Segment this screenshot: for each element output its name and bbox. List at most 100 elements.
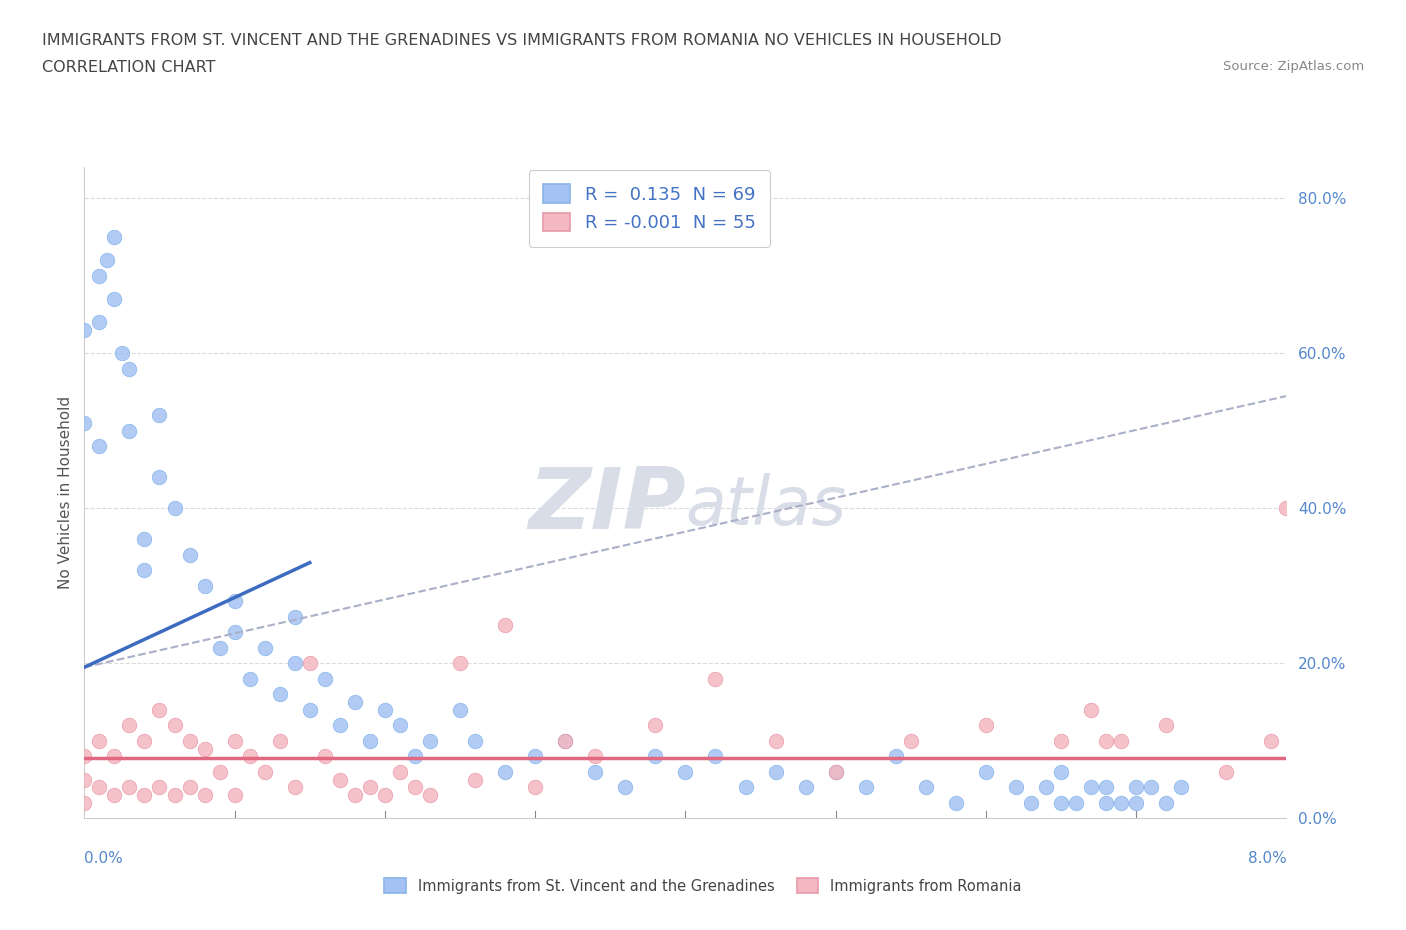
Point [644, 718, 666, 733]
Point [644, 749, 666, 764]
Point [298, 656, 321, 671]
Point [343, 695, 366, 710]
Point [208, 641, 231, 656]
Point [1215, 764, 1237, 779]
Point [269, 734, 291, 749]
Point [794, 780, 817, 795]
Point [449, 702, 471, 717]
Point [1170, 780, 1192, 795]
Point [298, 702, 321, 717]
Point [583, 764, 606, 779]
Point [359, 734, 381, 749]
Point [73, 772, 96, 787]
Point [148, 702, 170, 717]
Point [89, 269, 111, 284]
Point [974, 718, 997, 733]
Point [1035, 780, 1057, 795]
Point [1156, 795, 1178, 810]
Point [404, 780, 426, 795]
Text: CORRELATION CHART: CORRELATION CHART [42, 60, 215, 75]
Point [614, 780, 637, 795]
Y-axis label: No Vehicles in Household: No Vehicles in Household [58, 396, 73, 590]
Point [374, 788, 396, 803]
Text: Source: ZipAtlas.com: Source: ZipAtlas.com [1223, 60, 1364, 73]
Point [1095, 780, 1118, 795]
Point [284, 780, 307, 795]
Text: IMMIGRANTS FROM ST. VINCENT AND THE GRENADINES VS IMMIGRANTS FROM ROMANIA NO VEH: IMMIGRANTS FROM ST. VINCENT AND THE GREN… [42, 33, 1002, 47]
Point [855, 780, 877, 795]
Point [73, 749, 96, 764]
Point [269, 687, 291, 702]
Point [1050, 734, 1073, 749]
Point [704, 671, 727, 686]
Point [388, 718, 411, 733]
Point [134, 734, 156, 749]
Point [314, 671, 336, 686]
Point [1019, 795, 1042, 810]
Point [179, 780, 201, 795]
Point [464, 772, 486, 787]
Point [765, 764, 787, 779]
Point [765, 734, 787, 749]
Point [89, 734, 111, 749]
Point [89, 315, 111, 330]
Point [103, 292, 125, 307]
Point [1064, 795, 1087, 810]
Point [1080, 780, 1102, 795]
Point [148, 408, 170, 423]
Point [1095, 795, 1118, 810]
Point [148, 470, 170, 485]
Point [179, 548, 201, 563]
Point [449, 656, 471, 671]
Point [1005, 780, 1028, 795]
Point [239, 671, 262, 686]
Point [734, 780, 756, 795]
Point [224, 734, 246, 749]
Point [163, 718, 186, 733]
Point [1140, 780, 1163, 795]
Point [343, 788, 366, 803]
Point [583, 749, 606, 764]
Point [96, 253, 118, 268]
Point [224, 788, 246, 803]
Point [134, 788, 156, 803]
Text: ZIP: ZIP [527, 464, 686, 548]
Point [118, 423, 141, 438]
Point [194, 741, 217, 756]
Point [704, 749, 727, 764]
Point [329, 718, 352, 733]
Legend: R =  0.135  N = 69, R = -0.001  N = 55: R = 0.135 N = 69, R = -0.001 N = 55 [529, 170, 770, 246]
Point [945, 795, 967, 810]
Point [1050, 764, 1073, 779]
Point [73, 416, 96, 431]
Point [464, 734, 486, 749]
Point [253, 641, 276, 656]
Point [824, 764, 846, 779]
Point [1050, 795, 1073, 810]
Point [103, 749, 125, 764]
Point [1125, 780, 1147, 795]
Point [253, 764, 276, 779]
Point [1156, 718, 1178, 733]
Point [134, 563, 156, 578]
Point [419, 788, 441, 803]
Point [73, 323, 96, 338]
Point [89, 439, 111, 454]
Point [1260, 734, 1282, 749]
Point [1275, 501, 1298, 516]
Text: atlas: atlas [686, 473, 846, 538]
Point [1095, 734, 1118, 749]
Point [148, 780, 170, 795]
Point [1125, 795, 1147, 810]
Point [554, 734, 576, 749]
Point [111, 346, 134, 361]
Point [1080, 702, 1102, 717]
Point [524, 780, 547, 795]
Point [494, 618, 516, 632]
Point [73, 795, 96, 810]
Point [388, 764, 411, 779]
Point [224, 625, 246, 640]
Point [900, 734, 922, 749]
Point [404, 749, 426, 764]
Point [194, 578, 217, 593]
